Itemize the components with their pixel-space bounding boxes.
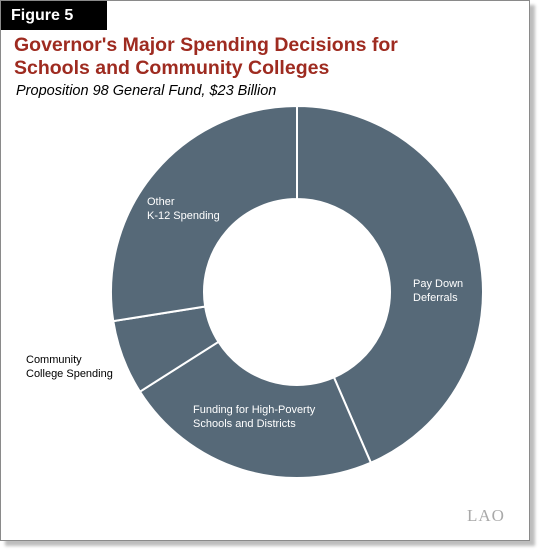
- chart-title-line1: Governor's Major Spending Decisions for: [14, 34, 398, 56]
- slices-group: [110, 104, 484, 479]
- lao-logo: LAO: [467, 506, 505, 525]
- slice-0: [296, 104, 484, 465]
- slice-1: [138, 340, 373, 479]
- chart-title-line2: Schools and Community Colleges: [14, 57, 330, 79]
- chart-title: Governor's Major Spending Decisions for …: [14, 34, 514, 80]
- slice-label-0: Pay Down Deferrals: [413, 278, 463, 304]
- labels-group: Pay Down Deferrals Funding for High-Povert…: [26, 196, 463, 430]
- chart-subtitle: Proposition 98 General Fund, $23 Billion: [16, 83, 277, 99]
- slice-label-3: Other K-12 Spending: [147, 196, 220, 222]
- slice-label-1: Funding for High-Poverty Schools and Dist…: [193, 404, 316, 430]
- figure-label: Figure 5: [1, 1, 107, 30]
- slice-label-2: Community College Spending: [26, 354, 113, 380]
- slice-3: [110, 104, 298, 323]
